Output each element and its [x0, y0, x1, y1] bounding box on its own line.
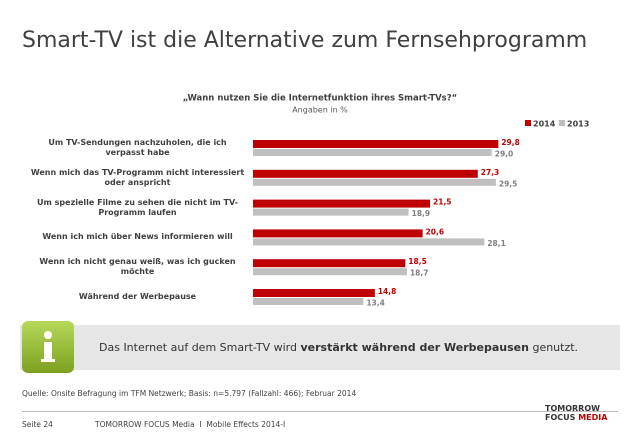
info-bar [20, 325, 620, 370]
value-label: 14,8 [378, 287, 397, 296]
bar [253, 169, 478, 178]
chart: „Wann nutzen Sie die Internetfunktion ih… [183, 94, 590, 308]
bar [253, 199, 431, 208]
chart-title: „Wann nutzen Sie die Internetfunktion ih… [183, 94, 457, 104]
icon-glyph [41, 331, 55, 362]
chart-subtitle: Angaben in % [292, 106, 348, 115]
category-label: Um TV-Sendungen nachzuholen, die ich ver… [48, 138, 227, 157]
bar [253, 208, 409, 216]
value-label: 27,3 [481, 168, 500, 177]
value-label: 29,0 [495, 150, 514, 159]
category-label: Um spezielle Filme zu sehen die nicht im… [37, 197, 238, 217]
bar [253, 289, 375, 297]
info-part: genutzt. [528, 341, 579, 354]
logo-line: MEDIA [578, 413, 608, 422]
bar [253, 268, 407, 276]
bar [253, 149, 492, 156]
value-label: 29,5 [499, 179, 518, 188]
value-label: 18,5 [408, 257, 427, 266]
value-label: 29,8 [501, 138, 520, 147]
info-part: Das Internet auf dem Smart-TV wird [99, 341, 301, 354]
category-label: Wenn mich das TV-Programm nicht interess… [30, 167, 245, 187]
info-emphasis: verstärkt während der Werbepausen [300, 341, 529, 354]
logo-line: FOCUS [545, 413, 576, 422]
info-text: Das Internet auf dem Smart-TV wird verst… [99, 341, 578, 354]
bar [253, 229, 423, 238]
logo: TOMORROW FOCUS MEDIA [545, 404, 607, 422]
category-label: Wenn ich nicht genau weiß, was ich gucke… [39, 257, 236, 277]
info-icon [22, 321, 74, 373]
logo-line: TOMORROW [545, 404, 600, 413]
value-label: 18,9 [412, 209, 431, 218]
page-number: Seite 24 [22, 420, 53, 429]
footer-text: TOMORROW FOCUS Media I Mobile Effects 20… [95, 420, 286, 429]
value-label: 20,6 [426, 227, 445, 236]
bar [253, 178, 496, 186]
value-label: 13,4 [366, 299, 385, 308]
slide-title: Smart-TV ist die Alternative zum Fernseh… [22, 28, 588, 53]
category-label: Während der Werbepause [78, 292, 197, 301]
value-label: 28,1 [487, 239, 506, 248]
footer-rule [22, 411, 618, 412]
value-label: 21,5 [433, 198, 452, 207]
bar [253, 238, 485, 246]
legend-swatch [525, 120, 531, 126]
legend-label: 2014 [533, 120, 556, 129]
legend-swatch [559, 120, 565, 126]
category-label: Wenn ich mich über News informieren will [42, 232, 233, 242]
bar [253, 140, 499, 148]
bar [253, 259, 406, 268]
source: Quelle: Onsite Befragung im TFM Netzwerk… [22, 389, 357, 398]
legend-label: 2013 [567, 120, 589, 129]
bar [253, 298, 364, 305]
value-label: 18,7 [410, 269, 429, 278]
